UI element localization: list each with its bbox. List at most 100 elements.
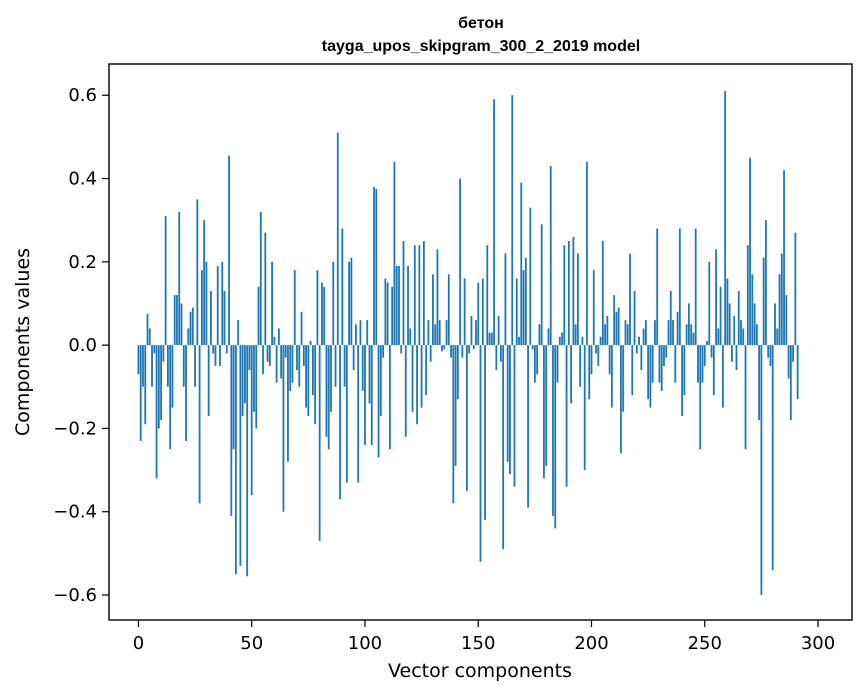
bar-component-211 — [615, 311, 618, 346]
y-tick-label: −0.4 — [53, 502, 97, 523]
bar-component-114 — [395, 265, 398, 346]
bar-component-196 — [581, 336, 584, 346]
bar-component-112 — [391, 286, 394, 346]
bar-component-32 — [210, 290, 212, 346]
bar-component-184 — [554, 345, 557, 529]
bar-component-62 — [277, 328, 280, 346]
bar-component-240 — [681, 345, 684, 416]
bar-component-8 — [155, 345, 158, 479]
bar-component-150 — [477, 282, 480, 346]
bar-component-208 — [608, 345, 611, 375]
bar-component-64 — [282, 345, 285, 512]
bar-component-277 — [765, 220, 767, 346]
bar-component-63 — [280, 345, 283, 379]
bar-component-109 — [384, 278, 387, 346]
bar-component-255 — [715, 249, 717, 346]
bar-component-169 — [520, 182, 523, 346]
bar-component-205 — [601, 241, 604, 346]
bar-component-77 — [311, 345, 314, 396]
bar-component-147 — [470, 315, 473, 346]
bar-component-93 — [348, 261, 351, 346]
chart-title: бетон — [458, 15, 504, 32]
bar-component-33 — [212, 345, 215, 354]
bar-component-10 — [160, 345, 162, 421]
bar-component-35 — [216, 265, 219, 346]
bar-component-273 — [755, 324, 758, 346]
bar-component-252 — [708, 261, 711, 346]
bar-component-38 — [223, 290, 226, 346]
bar-component-132 — [436, 249, 439, 346]
bar-component-12 — [164, 216, 167, 346]
bar-component-281 — [774, 303, 776, 346]
bar-component-227 — [651, 345, 654, 383]
y-axis-label: Components values — [12, 248, 34, 436]
bar-component-88 — [336, 132, 339, 346]
bar-component-83 — [325, 345, 328, 437]
bar-component-243 — [688, 303, 690, 346]
bar-component-157 — [493, 99, 495, 346]
bar-component-48 — [246, 345, 249, 577]
bar-component-123 — [416, 345, 418, 425]
bar-component-279 — [769, 345, 772, 366]
bar-component-182 — [549, 166, 552, 346]
bar-component-14 — [169, 345, 172, 450]
bar-component-96 — [355, 324, 357, 346]
bar-component-54 — [259, 211, 262, 346]
bar-component-160 — [499, 345, 502, 362]
bar-component-188 — [563, 245, 566, 346]
bar-component-209 — [610, 345, 613, 408]
bar-component-82 — [323, 286, 326, 346]
bar-component-217 — [629, 253, 631, 346]
bar-component-85 — [330, 345, 332, 412]
bar-component-86 — [332, 261, 335, 346]
bar-component-126 — [422, 241, 425, 346]
bar-component-84 — [327, 345, 330, 450]
bar-component-66 — [287, 345, 289, 462]
bar-component-125 — [420, 345, 423, 408]
bar-component-249 — [701, 345, 704, 383]
bar-component-259 — [724, 91, 727, 346]
y-tick-label: 0.0 — [68, 335, 97, 356]
bar-component-251 — [706, 340, 708, 346]
bar-component-166 — [513, 345, 516, 487]
bar-component-282 — [776, 328, 779, 346]
x-axis-label: Vector components — [388, 660, 572, 682]
bar-component-159 — [497, 315, 500, 346]
bar-component-141 — [456, 345, 459, 400]
bar-component-3 — [144, 345, 147, 425]
bar-component-204 — [599, 336, 602, 346]
bar-component-225 — [647, 345, 650, 400]
bar-component-269 — [746, 245, 749, 346]
bar-component-228 — [654, 320, 656, 346]
bar-component-103 — [370, 345, 373, 446]
bar-component-194 — [577, 253, 579, 346]
bar-component-275 — [760, 345, 763, 596]
bar-component-185 — [556, 345, 559, 383]
bar-component-116 — [400, 345, 403, 354]
bar-component-190 — [567, 241, 570, 346]
bar-component-232 — [663, 345, 665, 366]
bar-component-43 — [234, 345, 237, 575]
bar-component-26 — [196, 199, 199, 346]
bar-component-158 — [495, 345, 498, 371]
bar-component-24 — [191, 307, 194, 346]
bar-component-263 — [733, 315, 736, 346]
bar-component-256 — [717, 328, 720, 346]
bar-component-34 — [214, 345, 217, 366]
bar-component-139 — [452, 345, 455, 504]
bar-component-233 — [665, 345, 668, 358]
y-tick-label: 0.2 — [68, 252, 97, 273]
bar-component-106 — [377, 345, 380, 458]
bar-component-140 — [454, 345, 457, 466]
bar-component-105 — [375, 188, 378, 346]
bar-component-220 — [635, 345, 638, 354]
bar-component-136 — [445, 320, 448, 346]
bar-component-257 — [719, 286, 722, 346]
x-tick-label: 50 — [240, 633, 263, 654]
bar-component-278 — [767, 345, 770, 358]
bar-component-253 — [710, 345, 713, 358]
x-tick-label: 250 — [688, 633, 722, 654]
bar-component-201 — [592, 270, 595, 346]
bar-component-161 — [502, 345, 505, 550]
